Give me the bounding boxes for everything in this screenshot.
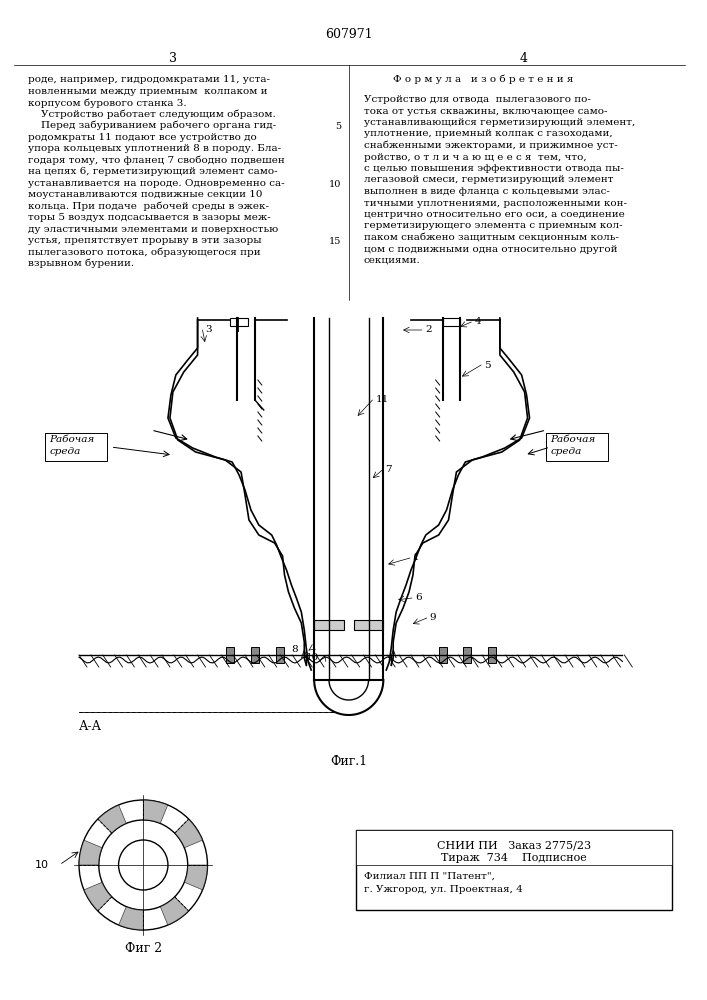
Text: А: А xyxy=(301,650,308,660)
Text: устанавливается на породе. Одновременно са-: устанавливается на породе. Одновременно … xyxy=(28,178,284,188)
Text: среда: среда xyxy=(49,447,81,456)
Text: тока от устья скважины, включающее само-: тока от устья скважины, включающее само- xyxy=(363,106,607,115)
Text: легазовой смеси, герметизирующий элемент: легазовой смеси, герметизирующий элемент xyxy=(363,176,613,184)
Text: 10: 10 xyxy=(306,654,320,662)
Text: на цепях 6, герметизирующий элемент само-: на цепях 6, герметизирующий элемент само… xyxy=(28,167,277,176)
Text: 10: 10 xyxy=(329,180,341,189)
Polygon shape xyxy=(79,840,103,865)
Text: среда: среда xyxy=(550,447,582,456)
Bar xyxy=(276,647,284,663)
Text: ройство, о т л и ч а ю щ е е с я  тем, что,: ройство, о т л и ч а ю щ е е с я тем, чт… xyxy=(363,152,586,161)
Polygon shape xyxy=(160,897,189,925)
Text: А: А xyxy=(390,650,397,660)
Text: родомкраты 11 подают все устройство до: родомкраты 11 подают все устройство до xyxy=(28,132,257,141)
Bar xyxy=(314,620,344,630)
Text: цом с подвижными одна относительно другой: цом с подвижными одна относительно друго… xyxy=(363,244,617,253)
Text: моустанавливаются подвижные секции 10: моустанавливаются подвижные секции 10 xyxy=(28,190,262,199)
Text: упора кольцевых уплотнений 8 в породу. Бла-: упора кольцевых уплотнений 8 в породу. Б… xyxy=(28,144,281,153)
Text: снабженными эжекторами, и прижимное уст-: снабженными эжекторами, и прижимное уст- xyxy=(363,141,617,150)
Text: выполнен в виде фланца с кольцевыми элас-: выполнен в виде фланца с кольцевыми элас… xyxy=(363,187,609,196)
Text: корпусом бурового станка 3.: корпусом бурового станка 3. xyxy=(28,98,186,107)
Text: СНИИ ПИ   Заказ 2775/23: СНИИ ПИ Заказ 2775/23 xyxy=(437,840,591,850)
Text: 1: 1 xyxy=(413,554,419,562)
Text: уплотнение, приемный колпак с газоходами,: уплотнение, приемный колпак с газоходами… xyxy=(363,129,612,138)
Text: 3: 3 xyxy=(206,326,212,334)
Bar xyxy=(356,830,672,910)
Text: 3: 3 xyxy=(169,52,177,65)
Polygon shape xyxy=(84,882,112,911)
Text: секциями.: секциями. xyxy=(363,256,421,265)
Text: 5: 5 xyxy=(484,360,491,369)
Bar xyxy=(443,318,460,326)
Text: 15: 15 xyxy=(329,237,341,246)
Text: ду эластичными элементами и поверхностью: ду эластичными элементами и поверхностью xyxy=(28,225,278,233)
Bar xyxy=(488,647,496,663)
Text: новленными между приемным  колпаком и: новленными между приемным колпаком и xyxy=(28,87,267,96)
Text: взрывном бурении.: взрывном бурении. xyxy=(28,259,134,268)
Text: г. Ужгород, ул. Проектная, 4: г. Ужгород, ул. Проектная, 4 xyxy=(363,885,522,894)
Bar xyxy=(463,647,472,663)
Text: 11: 11 xyxy=(375,395,389,404)
Text: Перед забуриванием рабочего органа гид-: Перед забуриванием рабочего органа гид- xyxy=(28,121,276,130)
Text: роде, например, гидродомкратами 11, уста-: роде, например, гидродомкратами 11, уста… xyxy=(28,75,269,84)
Bar xyxy=(25,305,672,770)
Polygon shape xyxy=(144,800,168,823)
Text: Рабочая: Рабочая xyxy=(550,435,595,444)
Text: пылегазового потока, образующегося при: пылегазового потока, образующегося при xyxy=(28,247,260,257)
Bar xyxy=(356,830,672,865)
Text: устья, препятствует прорыву в эти зазоры: устья, препятствует прорыву в эти зазоры xyxy=(28,236,262,245)
Text: 6: 6 xyxy=(415,593,421,602)
Polygon shape xyxy=(185,865,207,890)
Bar xyxy=(354,620,383,630)
Text: торы 5 воздух подсасывается в зазоры меж-: торы 5 воздух подсасывается в зазоры меж… xyxy=(28,213,270,222)
Bar xyxy=(45,433,107,461)
Text: 7: 7 xyxy=(385,466,392,475)
Text: 2: 2 xyxy=(425,326,431,334)
Text: тичными уплотнениями, расположенными кон-: тичными уплотнениями, расположенными кон… xyxy=(363,198,626,208)
Text: центрично относительно его оси, а соединение: центрично относительно его оси, а соедин… xyxy=(363,210,624,219)
Bar xyxy=(226,647,234,663)
Text: Ф о р м у л а   и з о б р е т е н и я: Ф о р м у л а и з о б р е т е н и я xyxy=(393,75,573,85)
Bar xyxy=(438,647,447,663)
Text: с целью повышения эффективности отвода пы-: с целью повышения эффективности отвода п… xyxy=(363,164,624,173)
Text: Устройство работает следующим образом.: Устройство работает следующим образом. xyxy=(28,109,276,119)
Text: герметизирующего элемента с приемным кол-: герметизирующего элемента с приемным кол… xyxy=(363,222,622,231)
Text: Тираж  734    Подписное: Тираж 734 Подписное xyxy=(441,853,587,863)
Text: кольца. При подаче  рабочей среды в эжек-: кольца. При подаче рабочей среды в эжек- xyxy=(28,202,269,211)
Text: устанавливающийся герметизирующий элемент,: устанавливающийся герметизирующий элемен… xyxy=(363,118,635,127)
Text: 5: 5 xyxy=(334,122,341,131)
Text: Рабочая: Рабочая xyxy=(49,435,95,444)
Text: паком снабжено защитным секционным коль-: паком снабжено защитным секционным коль- xyxy=(363,233,619,242)
Text: 607971: 607971 xyxy=(325,28,373,41)
Text: 4: 4 xyxy=(474,318,481,326)
Text: годаря тому, что фланец 7 свободно подвешен: годаря тому, что фланец 7 свободно подве… xyxy=(28,155,284,165)
Text: Филиал ПП П "Патент",: Филиал ПП П "Патент", xyxy=(363,872,494,881)
Bar xyxy=(547,433,607,461)
Polygon shape xyxy=(98,805,127,833)
Text: Устройство для отвода  пылегазового по-: Устройство для отвода пылегазового по- xyxy=(363,95,590,104)
Text: 10: 10 xyxy=(35,860,49,870)
Text: Фиг 2: Фиг 2 xyxy=(124,942,162,955)
Polygon shape xyxy=(119,907,144,930)
Polygon shape xyxy=(175,819,203,848)
Bar xyxy=(251,647,259,663)
Text: Фиг.1: Фиг.1 xyxy=(330,755,368,768)
Text: 8: 8 xyxy=(291,646,298,654)
Text: 4: 4 xyxy=(520,52,527,65)
Bar xyxy=(230,318,248,326)
Text: А-А: А-А xyxy=(79,720,102,733)
Text: 9: 9 xyxy=(430,613,436,622)
